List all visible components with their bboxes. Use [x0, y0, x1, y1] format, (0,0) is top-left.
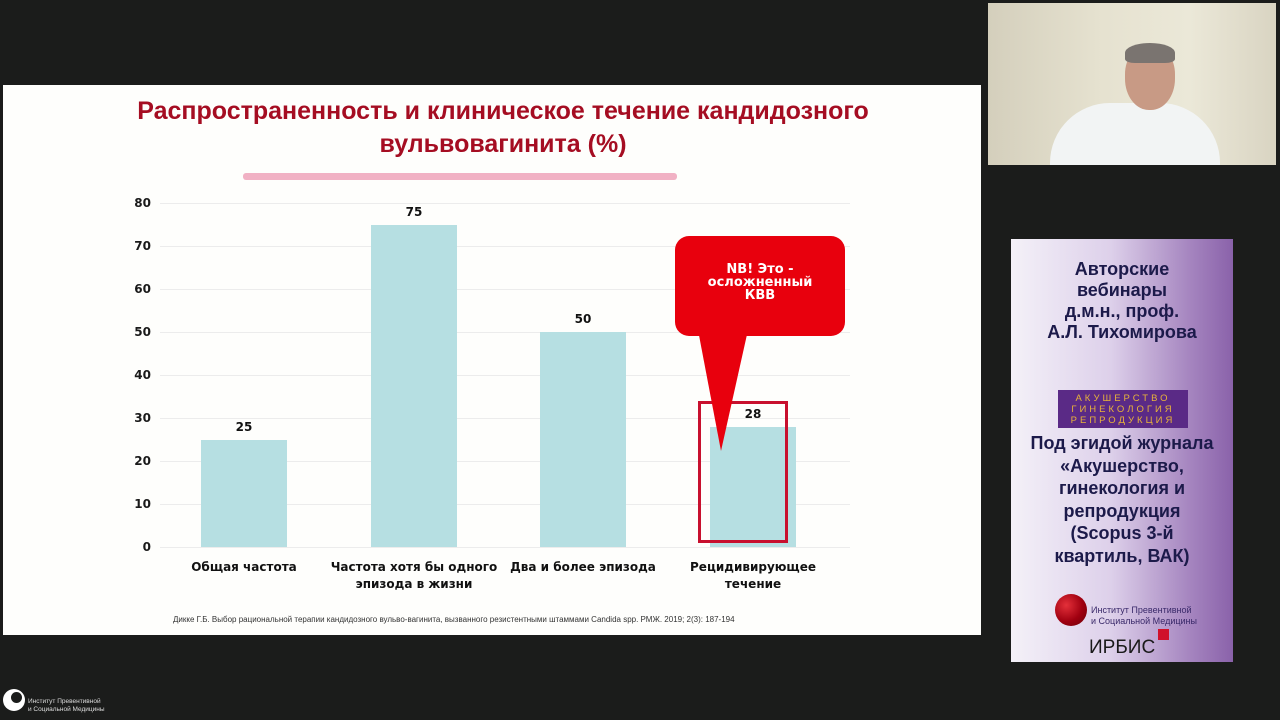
- journal-line: Под эгидой журнала: [1030, 433, 1214, 453]
- webinar-promo-panel: Авторские вебинары д.м.н., проф. А.Л. Ти…: [1011, 239, 1233, 662]
- callout-bubble: [675, 236, 845, 336]
- category-label: Рецидивирующее течение: [663, 559, 843, 593]
- y-tick-label: 60: [134, 282, 151, 296]
- category-label: Два и более эпизода: [493, 559, 673, 576]
- title-line-2: вульвовагинита (%): [379, 130, 627, 158]
- promo-title: Авторские вебинары д.м.н., проф. А.Л. Ти…: [1011, 259, 1233, 343]
- bar: [371, 224, 457, 547]
- journal-line: гинекология и: [1058, 478, 1186, 498]
- callout-text: NB! Это - осложненный КВВ: [675, 263, 845, 302]
- y-tick-label: 30: [134, 411, 151, 425]
- journal-line: репродукция: [1063, 500, 1181, 521]
- gridline: [160, 375, 850, 376]
- presenter-hair: [1125, 43, 1175, 63]
- institute-line: и Социальной Медицины: [1091, 616, 1197, 626]
- gridline: [160, 547, 850, 548]
- category-label: Частота хотя бы одного эпизода в жизни: [324, 559, 504, 593]
- category-label-line: Два и более эпизода: [510, 560, 656, 574]
- journal-logo-line: РЕПРОДУКЦИЯ: [1070, 415, 1176, 426]
- gridline: [160, 332, 850, 333]
- category-label: Общая частота: [154, 559, 334, 576]
- slide-title: Распространенность и клиническое течение…: [3, 95, 1003, 161]
- gridline: [160, 461, 850, 462]
- y-tick-label: 40: [134, 368, 151, 382]
- journal-logo-line: АКУШЕРСТВО: [1075, 393, 1171, 404]
- irbis-logo: ИРБИС: [1089, 637, 1156, 658]
- source-citation: Дикке Г.Б. Выбор рациональной терапии ка…: [173, 615, 735, 624]
- watermark-line: Институт Превентивной: [28, 698, 101, 705]
- promo-title-line: А.Л. Тихомирова: [1047, 322, 1197, 342]
- presenter-webcam: [988, 3, 1276, 165]
- gridline: [160, 504, 850, 505]
- highlight-box: [698, 401, 788, 543]
- bar-value-label: 28: [744, 406, 762, 421]
- bar: [540, 332, 626, 547]
- promo-journal-text: Под эгидой журнала «Акушерство, гинеколо…: [1011, 432, 1233, 567]
- gridline: [160, 418, 850, 419]
- promo-title-line: вебинары: [1076, 280, 1168, 300]
- y-tick-label: 80: [134, 196, 151, 210]
- presenter-body: [1050, 103, 1220, 165]
- institute-watermark-text: Институт Превентивной и Социальной Медиц…: [28, 698, 105, 714]
- promo-title-line: Авторские: [1074, 259, 1170, 279]
- gridline: [160, 246, 850, 247]
- bar-value-label: 75: [405, 204, 423, 219]
- title-line-1: Распространенность и клиническое течение…: [137, 97, 869, 125]
- promo-title-line: д.м.н., проф.: [1064, 301, 1180, 321]
- institute-line: Институт Превентивной: [1091, 605, 1192, 615]
- watermark-line: и Социальной Медицины: [28, 706, 105, 713]
- institute-name: Институт Превентивной и Социальной Медиц…: [1091, 605, 1197, 627]
- bar-chart: 0 10 20 30 40 50 60 70 80 25 Общая частота 75 Частот…: [3, 85, 981, 635]
- journal-line: «Акушерство,: [1060, 455, 1184, 476]
- presentation-slide: Распространенность и клиническое течение…: [3, 85, 981, 635]
- institute-watermark-dot: [11, 692, 22, 703]
- category-label-line: Рецидивирующее течение: [690, 560, 816, 591]
- category-label-line: Частота хотя бы одного: [330, 560, 498, 574]
- bar: [201, 439, 287, 547]
- irbis-mark-icon: [1158, 629, 1169, 640]
- journal-line: квартиль, ВАК): [1054, 545, 1190, 566]
- callout-line: КВВ: [744, 288, 776, 303]
- journal-line: (Scopus 3-й: [1070, 523, 1174, 543]
- journal-logo-line: ГИНЕКОЛОГИЯ: [1071, 404, 1175, 415]
- callout-line: NB! Это -: [726, 262, 794, 277]
- gridline: [160, 203, 850, 204]
- y-tick-label: 70: [134, 239, 151, 253]
- title-underline: [243, 173, 677, 180]
- y-tick-label: 20: [134, 454, 151, 468]
- category-label-line: Общая частота: [191, 560, 297, 574]
- institute-logo-icon: [1055, 594, 1087, 626]
- y-tick-label: 0: [142, 540, 151, 554]
- bar-value-label: 50: [574, 312, 592, 326]
- y-tick-label: 10: [134, 497, 151, 511]
- y-tick-label: 50: [134, 325, 151, 339]
- category-label-line: эпизода в жизни: [355, 577, 473, 591]
- callout-line: осложненный: [707, 275, 813, 290]
- gridline: [160, 289, 850, 290]
- bar-value-label: 25: [235, 419, 253, 434]
- journal-logo: АКУШЕРСТВО ГИНЕКОЛОГИЯ РЕПРОДУКЦИЯ: [1058, 390, 1188, 428]
